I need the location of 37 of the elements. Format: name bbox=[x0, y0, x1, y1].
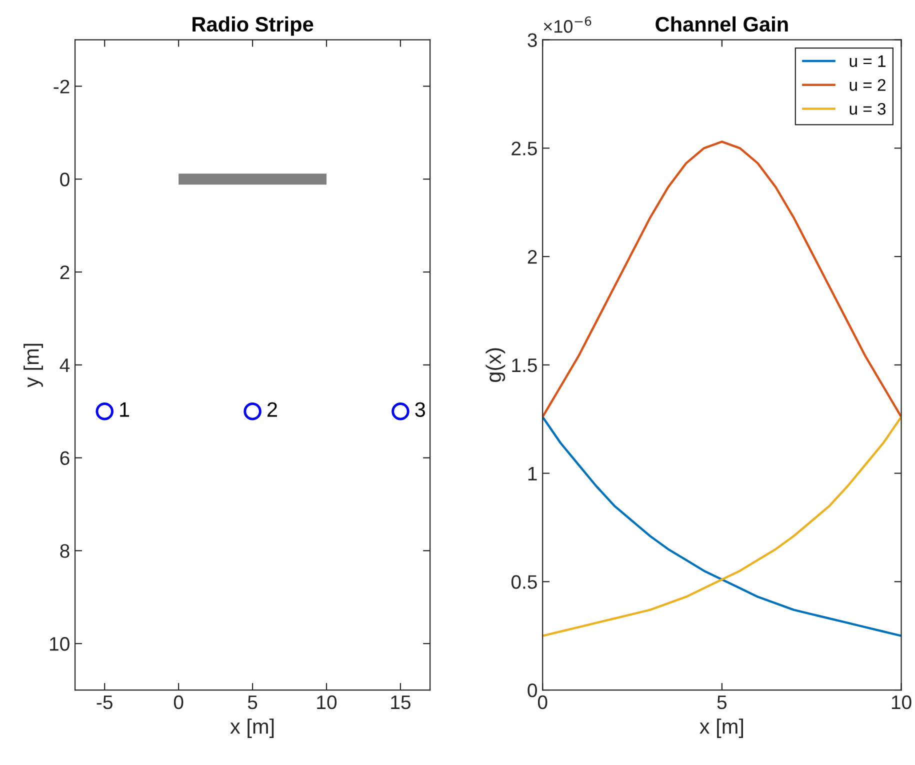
x-tick-label: 15 bbox=[391, 696, 410, 710]
y-tick-label: 6 bbox=[60, 451, 70, 466]
y-tick-label: 8 bbox=[60, 544, 70, 558]
annotation: 3 bbox=[415, 402, 426, 417]
x-tick-label: 10 bbox=[317, 695, 337, 710]
x-axis-title: x [m] bbox=[230, 718, 274, 738]
line-series bbox=[542, 140, 902, 418]
x-axis-title: x [m] bbox=[700, 718, 744, 738]
legend-label: u = 3 bbox=[850, 102, 886, 115]
x-tick-label: -5 bbox=[96, 696, 112, 710]
x-tick-label: 0 bbox=[538, 695, 548, 710]
annotation: 2 bbox=[267, 402, 277, 417]
y-tick-label: 1.5 bbox=[512, 358, 537, 372]
y-tick-label: -2 bbox=[54, 80, 70, 94]
y-tick-label: 0 bbox=[60, 172, 70, 186]
y-tick-label: 2 bbox=[60, 265, 70, 280]
chart-title: Channel Gain bbox=[656, 16, 788, 32]
line-series bbox=[542, 416, 902, 637]
x-tick-label: 10 bbox=[892, 695, 912, 710]
x-tick-label: 0 bbox=[174, 695, 184, 710]
y-tick-label: 0 bbox=[528, 684, 537, 698]
annotation: 1 bbox=[120, 402, 130, 417]
y-tick-label: 4 bbox=[60, 358, 70, 372]
y-tick-label: 2 bbox=[528, 250, 537, 264]
y-tick-label: 1 bbox=[528, 466, 537, 480]
y-tick-label: 10 bbox=[50, 637, 70, 651]
y-tick-label: 3 bbox=[528, 33, 537, 48]
legend-label: u = 2 bbox=[850, 79, 886, 91]
x-tick-label: 5 bbox=[717, 696, 727, 710]
y-axis-title: y [m] bbox=[24, 344, 43, 388]
y-tick-label: 0.5 bbox=[511, 575, 537, 589]
legend-label: u = 1 bbox=[850, 55, 886, 68]
y-tick-label: 2.5 bbox=[512, 142, 537, 156]
y-axis-title: g(x) bbox=[486, 348, 506, 382]
text: ×10$^{−6}$ bbox=[544, 16, 592, 33]
x-tick-label: 5 bbox=[248, 696, 258, 710]
chart-title: Radio Stripe bbox=[192, 16, 314, 36]
